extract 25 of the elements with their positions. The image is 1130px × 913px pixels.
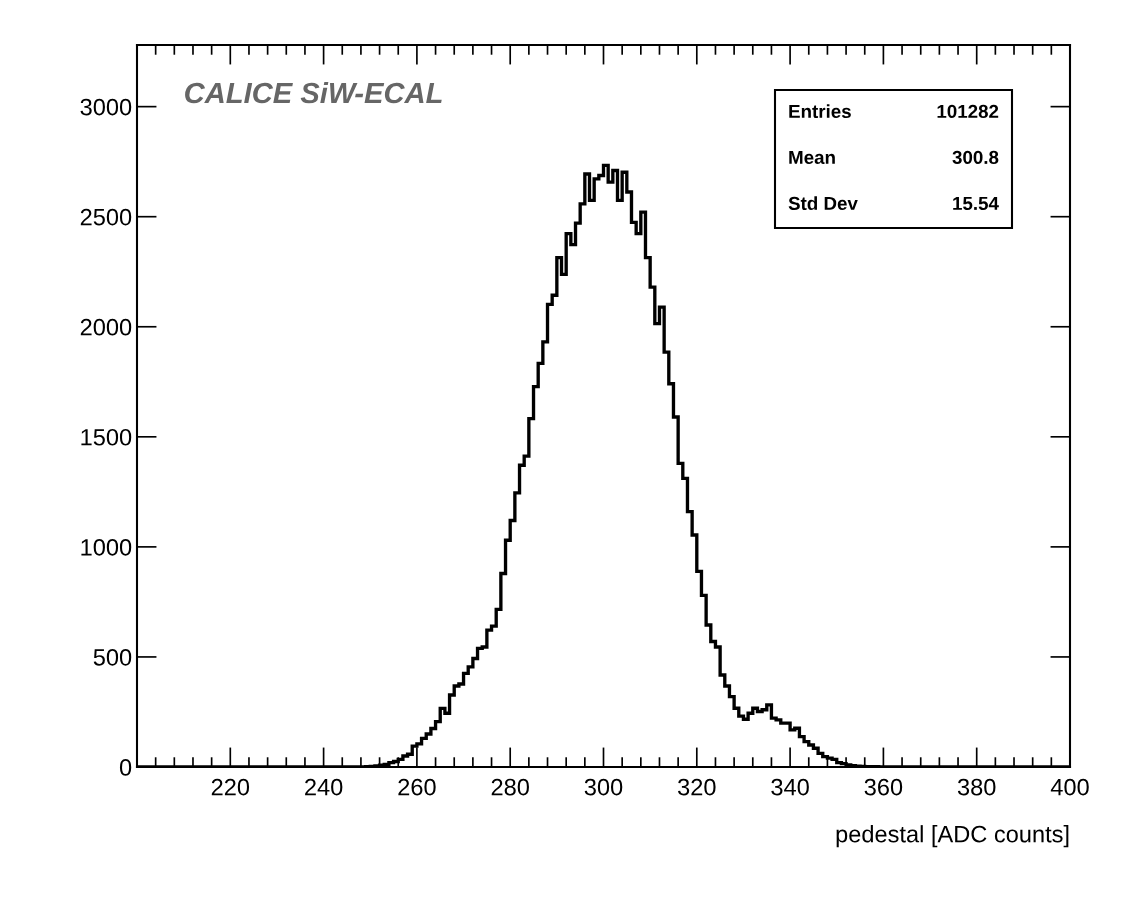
y-tick-label: 0: [119, 759, 132, 776]
y-tick-label: 3000: [80, 98, 132, 116]
x-tick-label: 220: [211, 778, 250, 796]
annotation: 300.8: [952, 150, 999, 165]
annotation: Std Dev: [788, 196, 858, 211]
x-tick-label: 260: [398, 778, 436, 796]
x-tick-label: 380: [957, 778, 996, 796]
y-tick-label: 1000: [81, 538, 132, 556]
annotation: Mean: [789, 150, 835, 165]
x-tick-label: 320: [678, 778, 716, 796]
y-tick-label: 2000: [80, 318, 132, 336]
x-tick-label: 360: [864, 778, 903, 796]
x-tick-label: 240: [305, 778, 343, 796]
y-tick-label: 1500: [81, 428, 132, 446]
x-tick-label: 280: [491, 778, 529, 796]
y-tick-label: 500: [93, 649, 132, 666]
x-tick-label: 300: [584, 778, 623, 796]
annotation: 101282: [937, 104, 999, 119]
annotation: Entries: [789, 104, 851, 119]
x-axis-title: pedestal [ADC counts]: [836, 825, 1069, 848]
x-tick-label: 400: [1050, 778, 1089, 796]
annotation: 15.54: [953, 196, 999, 211]
y-tick-label: 2500: [80, 208, 132, 226]
annotation: CALICE SiW-ECAL: [185, 81, 442, 104]
x-tick-label: 340: [771, 778, 809, 796]
